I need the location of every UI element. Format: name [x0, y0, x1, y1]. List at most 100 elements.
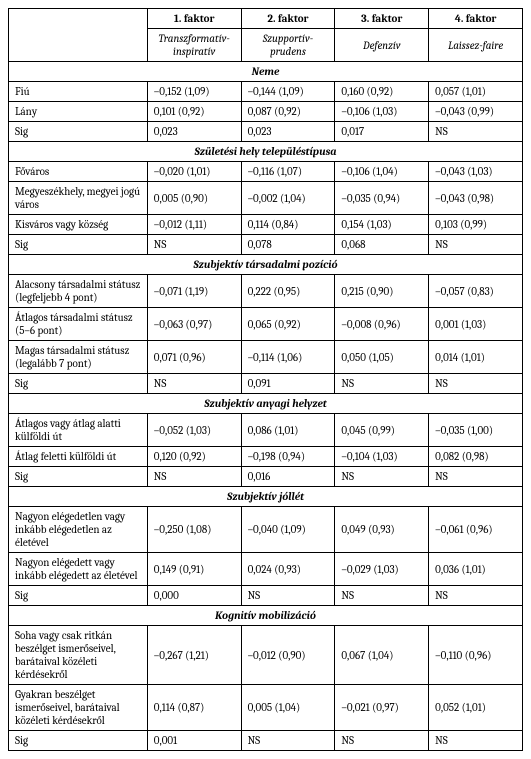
cell: 0,082 (0,98): [429, 447, 523, 467]
row-atlkulf: Átlagos vagy átlag alatti külföldi út–0,…: [9, 414, 523, 447]
cell-label: Nagyon elégedetlen vagy inkább elégedetl…: [9, 507, 148, 553]
cell: NS: [429, 586, 523, 606]
cell: –0,008 (0,96): [335, 308, 429, 341]
cell: NS: [335, 586, 429, 606]
cell: 0,114 (0,87): [147, 685, 241, 731]
cell: –0,040 (1,09): [241, 507, 335, 553]
cell: –0,152 (1,09): [147, 82, 241, 102]
cell: –0,052 (1,03): [147, 414, 241, 447]
cell: 0,001: [147, 731, 241, 751]
cell: –0,002 (1,04): [241, 182, 335, 215]
row-atlfelett: Átlag feletti külföldi út0,120 (0,92)–0,…: [9, 447, 523, 467]
cell: 0,091: [241, 374, 335, 394]
cell: NS: [241, 586, 335, 606]
cell: 0,065 (0,92): [241, 308, 335, 341]
cell: 0,154 (1,03): [335, 215, 429, 235]
cell: 0,052 (1,01): [429, 685, 523, 731]
cell: –0,057 (0,83): [429, 275, 523, 308]
cell: NS: [335, 731, 429, 751]
cell: –0,106 (1,04): [335, 162, 429, 182]
cell-label: Átlag feletti külföldi út: [9, 447, 148, 467]
cell: NS: [147, 235, 241, 255]
section-anyagi: Szubjektív anyagi helyzet: [9, 394, 523, 414]
cell: 0,023: [147, 122, 241, 142]
header-empty: [9, 9, 148, 62]
cell: NS: [147, 467, 241, 487]
cell: 0,086 (1,01): [241, 414, 335, 447]
cell: NS: [241, 731, 335, 751]
cell: –0,267 (1,21): [147, 626, 241, 685]
cell-label: Sig: [9, 235, 148, 255]
cell: 0,023: [241, 122, 335, 142]
cell-label: Alacsony társadalmi státusz (legfeljebb …: [9, 275, 148, 308]
cell: NS: [429, 374, 523, 394]
cell-label: Nagyon elégedett vagy inkább elégedett a…: [9, 553, 148, 586]
cell-label: Gyakran beszélget ismerőseivel, barátaiv…: [9, 685, 148, 731]
section-kognitiv: Kognitív mobilizáció: [9, 606, 523, 626]
subheader-f1: Transzformatív-inspiratív: [147, 29, 241, 62]
row-sig5: Sig0,000NSNSNS: [9, 586, 523, 606]
header-f4: 4. faktor: [429, 9, 523, 29]
cell: 0,067 (1,04): [335, 626, 429, 685]
section-szul: Születési hely településtípusa: [9, 142, 523, 162]
row-lany: Lány0,101 (0,92)0,087 (0,92)–0,106 (1,03…: [9, 102, 523, 122]
cell: –0,071 (1,19): [147, 275, 241, 308]
cell: 0,160 (0,92): [335, 82, 429, 102]
cell-label: Sig: [9, 374, 148, 394]
cell: 0,222 (0,95): [241, 275, 335, 308]
cell: 0,120 (0,92): [147, 447, 241, 467]
cell: –0,144 (1,09): [241, 82, 335, 102]
row-sig6: Sig0,001NSNSNS: [9, 731, 523, 751]
cell-label: Magas társadalmi státusz (legalább 7 pon…: [9, 341, 148, 374]
cell: 0,071 (0,96): [147, 341, 241, 374]
cell: –0,198 (0,94): [241, 447, 335, 467]
cell: 0,114 (0,84): [241, 215, 335, 235]
cell: 0,005 (0,90): [147, 182, 241, 215]
cell: 0,024 (0,93): [241, 553, 335, 586]
cell-label: Főváros: [9, 162, 148, 182]
cell: NS: [335, 467, 429, 487]
row-alacsony: Alacsony társadalmi státusz (legfeljebb …: [9, 275, 523, 308]
row-soha: Soha vagy csak ritkán beszélget ismerőse…: [9, 626, 523, 685]
cell-label: Sig: [9, 731, 148, 751]
cell: –0,061 (0,96): [429, 507, 523, 553]
cell: –0,106 (1,03): [335, 102, 429, 122]
cell: 0,045 (0,99): [335, 414, 429, 447]
cell: 0,057 (1,01): [429, 82, 523, 102]
row-gyakran: Gyakran beszélget ismerőseivel, barátaiv…: [9, 685, 523, 731]
section-jollet: Szubjektív jóllét: [9, 487, 523, 507]
cell: 0,036 (1,01): [429, 553, 523, 586]
cell: 0,000: [147, 586, 241, 606]
row-fovaros: Főváros–0,020 (1,01)–0,116 (1,07)–0,106 …: [9, 162, 523, 182]
cell: NS: [429, 731, 523, 751]
cell: 0,101 (0,92): [147, 102, 241, 122]
row-megye: Megyeszékhely, megyei jogú város0,005 (0…: [9, 182, 523, 215]
row-fiu: Fiú–0,152 (1,09)–0,144 (1,09)0,160 (0,92…: [9, 82, 523, 102]
cell-label: Sig: [9, 467, 148, 487]
cell: 0,005 (1,04): [241, 685, 335, 731]
header-f2: 2. faktor: [241, 9, 335, 29]
cell: 0,103 (0,99): [429, 215, 523, 235]
data-table: 1. faktor 2. faktor 3. faktor 4. faktor …: [8, 8, 523, 751]
row-sig2: SigNS0,0780,068NS: [9, 235, 523, 255]
cell-label: Átlagos vagy átlag alatti külföldi út: [9, 414, 148, 447]
subheader-f2: Szupportív-prudens: [241, 29, 335, 62]
cell: –0,114 (1,06): [241, 341, 335, 374]
cell: –0,020 (1,01): [147, 162, 241, 182]
cell: –0,012 (1,11): [147, 215, 241, 235]
cell: –0,035 (1,00): [429, 414, 523, 447]
row-kisvaros: Kisváros vagy község–0,012 (1,11)0,114 (…: [9, 215, 523, 235]
cell: –0,104 (1,03): [335, 447, 429, 467]
row-elegedett: Nagyon elégedett vagy inkább elégedett a…: [9, 553, 523, 586]
cell: NS: [429, 235, 523, 255]
cell-label: Átlagos társadalmi státusz (5–6 pont): [9, 308, 148, 341]
cell-label: Fiú: [9, 82, 148, 102]
cell: –0,043 (0,99): [429, 102, 523, 122]
cell: 0,050 (1,05): [335, 341, 429, 374]
cell: 0,078: [241, 235, 335, 255]
cell: 0,215 (0,90): [335, 275, 429, 308]
header-row-1: 1. faktor 2. faktor 3. faktor 4. faktor: [9, 9, 523, 29]
section-tarspoz: Szubjektív társadalmi pozíció: [9, 255, 523, 275]
cell: –0,043 (1,03): [429, 162, 523, 182]
cell: NS: [429, 122, 523, 142]
